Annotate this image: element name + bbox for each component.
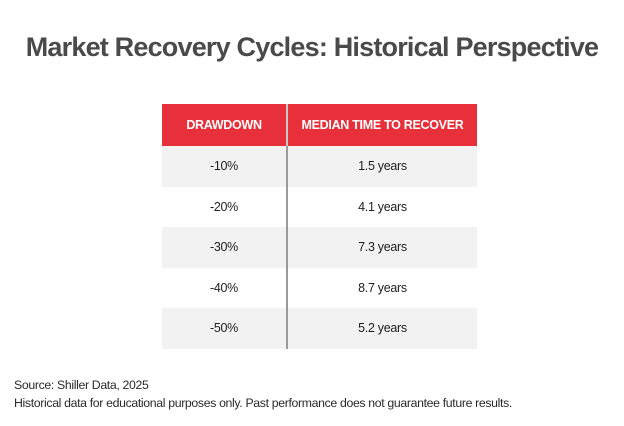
table-header-row: DRAWDOWN MEDIAN TIME TO RECOVER [162,104,477,146]
recovery-time-cell: 8.7 years [358,280,407,295]
table-row: -40% 8.7 years [162,267,477,308]
table-row: -30% 7.3 years [162,227,477,268]
disclaimer-note: Historical data for educational purposes… [14,396,512,410]
drawdown-cell: -50% [162,308,288,349]
column-header-median-time: MEDIAN TIME TO RECOVER [301,118,464,132]
footnotes: Source: Shiller Data, 2025 Historical da… [14,376,512,412]
source-note: Source: Shiller Data, 2025 [14,378,149,392]
drawdown-cell: -20% [162,186,288,227]
table-row: -50% 5.2 years [162,308,477,349]
drawdown-cell: -40% [162,267,288,308]
drawdown-cell: -10% [162,146,288,187]
recovery-time-cell: 1.5 years [358,159,407,174]
recovery-time-cell: 5.2 years [358,321,407,336]
column-header-drawdown: DRAWDOWN [162,104,288,146]
table-row: -20% 4.1 years [162,186,477,227]
recovery-table: DRAWDOWN MEDIAN TIME TO RECOVER -10% 1.5… [162,104,477,349]
recovery-time-cell: 4.1 years [358,199,407,214]
drawdown-cell: -30% [162,227,288,268]
page-title: Market Recovery Cycles: Historical Persp… [25,32,599,62]
table-row: -10% 1.5 years [162,146,477,187]
recovery-time-cell: 7.3 years [358,240,407,255]
